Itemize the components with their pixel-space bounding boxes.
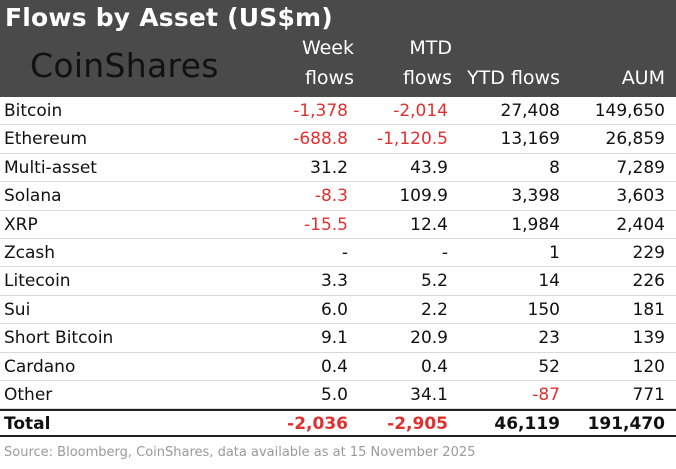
mtd-flows-cell: -2,014	[393, 101, 448, 121]
aum-cell: 3,603	[616, 186, 665, 207]
week-flows-cell: -688.8	[293, 129, 348, 150]
table-row: XRP -15.5 12.4 1,984 2,404	[0, 211, 676, 239]
asset-name: Ethereum	[4, 129, 88, 150]
table-body: Bitcoin -1,378 -2,014 27,408 149,650 Ethereum…	[0, 97, 676, 410]
week-flows-cell: 31.2	[310, 157, 348, 178]
aum-cell: 120	[632, 356, 665, 377]
total-row: Total -2,036 -2,905 46,119 191,470	[0, 409, 676, 437]
ytd-flows-cell: 150	[527, 299, 560, 320]
ytd-flows-cell: -87	[532, 384, 560, 405]
aum-cell: 149,650	[594, 101, 665, 121]
table-header: Flows by Asset (US$m) CoinShares Week fl…	[0, 0, 676, 97]
asset-name: Solana	[4, 186, 62, 207]
aum-cell: 139	[632, 328, 665, 349]
asset-name: Sui	[4, 299, 31, 320]
ytd-flows-cell: 1,984	[511, 214, 560, 235]
mtd-flows-cell: 12.4	[410, 214, 448, 235]
table-row: Zcash - - 1 229	[0, 239, 676, 268]
column-header-ytd: YTD flows	[467, 67, 560, 89]
aum-cell: 7,289	[616, 157, 665, 178]
total-label: Total	[4, 414, 51, 434]
asset-name: Litecoin	[4, 271, 71, 292]
week-flows-cell: 6.0	[320, 299, 348, 320]
mtd-flows-cell: 5.2	[420, 271, 448, 292]
week-flows-cell: 9.1	[320, 328, 348, 349]
page-title: Flows by Asset (US$m)	[5, 3, 333, 32]
ytd-flows-cell: 3,398	[511, 186, 560, 207]
column-header-week: Week flows	[302, 33, 354, 93]
asset-name: Other	[4, 384, 53, 405]
mtd-flows-cell: 20.9	[410, 328, 448, 349]
aum-cell: 229	[632, 242, 665, 263]
asset-name: Cardano	[4, 356, 76, 377]
table-row: Short Bitcoin 9.1 20.9 23 139	[0, 324, 676, 353]
week-flows-cell: 3.3	[320, 271, 348, 292]
mtd-flows-cell: 43.9	[410, 157, 448, 178]
asset-name: Bitcoin	[4, 101, 63, 121]
total-week: -2,036	[287, 414, 348, 434]
total-ytd: 46,119	[494, 414, 560, 434]
ytd-flows-cell: 23	[538, 328, 560, 349]
column-header-mtd-line2: flows	[402, 67, 452, 89]
asset-name: Multi-asset	[4, 157, 97, 178]
table-row: Sui 6.0 2.2 150 181	[0, 296, 676, 325]
column-header-mtd-line1: MTD	[409, 37, 452, 59]
ytd-flows-cell: 52	[538, 356, 560, 377]
table-row: Multi-asset 31.2 43.9 8 7,289	[0, 154, 676, 183]
week-flows-cell: -8.3	[314, 186, 348, 207]
aum-cell: 226	[632, 271, 665, 292]
week-flows-cell: -15.5	[304, 214, 348, 235]
source-note: Source: Bloomberg, CoinShares, data avai…	[4, 445, 476, 460]
column-header-mtd: MTD flows	[403, 33, 452, 93]
table-row: Litecoin 3.3 5.2 14 226	[0, 267, 676, 296]
week-flows-cell: 5.0	[320, 384, 348, 405]
asset-name: Short Bitcoin	[4, 328, 114, 349]
ytd-flows-cell: 27,408	[500, 101, 560, 121]
asset-name: XRP	[4, 214, 38, 235]
week-flows-cell: -	[341, 242, 348, 263]
mtd-flows-cell: 109.9	[399, 186, 448, 207]
asset-name: Zcash	[4, 242, 56, 263]
mtd-flows-cell: 34.1	[410, 384, 448, 405]
mtd-flows-cell: -1,120.5	[376, 129, 448, 150]
table-row: Solana -8.3 109.9 3,398 3,603	[0, 182, 676, 211]
table-row: Cardano 0.4 0.4 52 120	[0, 353, 676, 381]
column-header-week-line2: flows	[304, 67, 354, 89]
table-row: Bitcoin -1,378 -2,014 27,408 149,650	[0, 97, 676, 126]
table-row: Ethereum -688.8 -1,120.5 13,169 26,859	[0, 125, 676, 154]
ytd-flows-cell: 8	[549, 157, 560, 178]
column-header-week-line1: Week	[301, 37, 354, 59]
total-mtd: -2,905	[387, 414, 448, 434]
mtd-flows-cell: -	[441, 242, 448, 263]
aum-cell: 771	[632, 384, 665, 405]
coinshares-logo: CoinShares	[30, 46, 219, 85]
week-flows-cell: 0.4	[320, 356, 348, 377]
mtd-flows-cell: 2.2	[420, 299, 448, 320]
ytd-flows-cell: 14	[538, 271, 560, 292]
week-flows-cell: -1,378	[293, 101, 348, 121]
column-header-aum: AUM	[621, 67, 665, 89]
mtd-flows-cell: 0.4	[420, 356, 448, 377]
aum-cell: 26,859	[605, 129, 665, 150]
ytd-flows-cell: 13,169	[500, 129, 560, 150]
aum-cell: 181	[632, 299, 665, 320]
table-row: Other 5.0 34.1 -87 771	[0, 381, 676, 410]
aum-cell: 2,404	[616, 214, 665, 235]
total-aum: 191,470	[587, 414, 665, 434]
ytd-flows-cell: 1	[549, 242, 560, 263]
